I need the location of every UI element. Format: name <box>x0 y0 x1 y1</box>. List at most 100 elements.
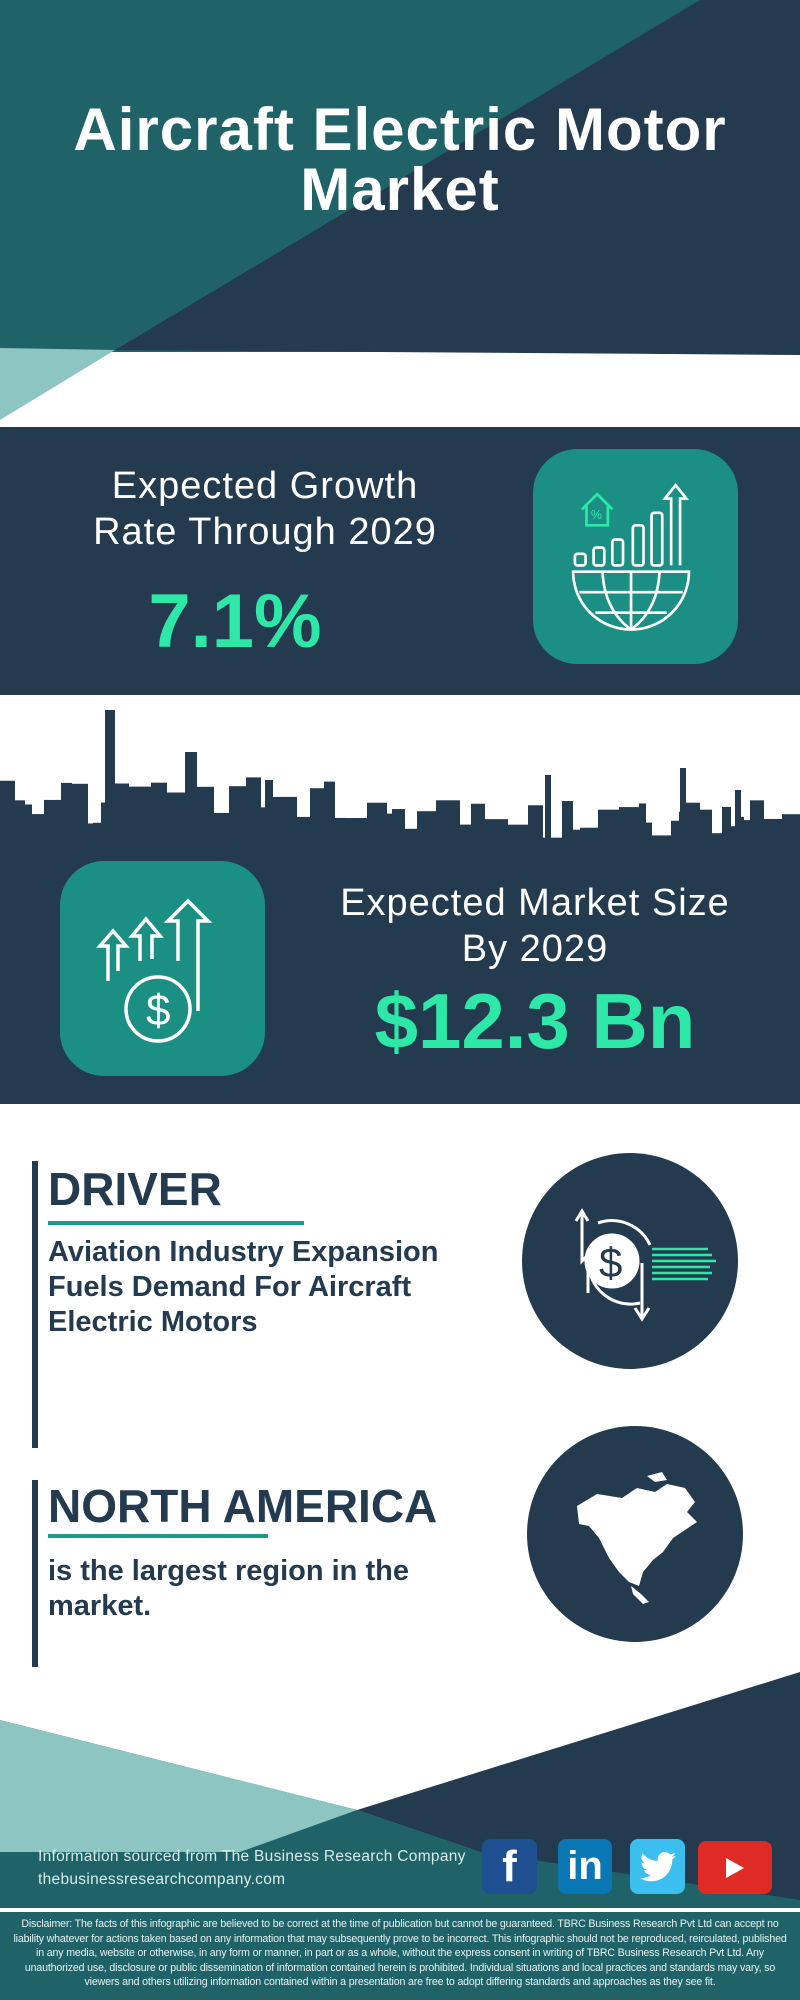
skyline-building <box>246 777 261 845</box>
skyline-building <box>87 823 94 845</box>
skyline-building <box>471 803 485 845</box>
linkedin-icon[interactable]: in <box>558 1839 612 1894</box>
play-glyph <box>726 1857 744 1878</box>
youtube-icon[interactable] <box>698 1841 772 1894</box>
footer-url[interactable]: thebusinessresearchcompany.com <box>38 1871 286 1888</box>
disclaimer-text: Disclaimer: The facts of this infographi… <box>13 1918 787 1988</box>
page-title: Aircraft Electric Motor Market <box>0 100 800 220</box>
city-skyline <box>0 710 800 845</box>
growth-label-line-2: Rate Through 2029 <box>93 511 437 553</box>
driver-icon-circle: $ <box>522 1153 738 1369</box>
skyline-building <box>367 802 387 845</box>
skyline-building <box>671 820 680 845</box>
growth-icon-box: % <box>533 449 738 664</box>
skyline-building <box>730 826 737 845</box>
north-america-map-icon <box>577 1472 697 1604</box>
skyline-building <box>273 796 297 845</box>
svg-text:$: $ <box>146 986 170 1035</box>
driver-accent-bar <box>32 1161 38 1448</box>
region-underline <box>48 1534 268 1538</box>
globe-growth-chart-icon: % <box>571 483 691 631</box>
skyline-building <box>24 804 32 845</box>
region-description: is the largest region in the market. <box>48 1554 468 1624</box>
skyline-building <box>93 822 102 845</box>
market-size-label-line-1: Expected Market Size <box>340 882 730 924</box>
market-size-value: $12.3 Bn <box>374 977 696 1065</box>
twitter-bird-glyph <box>639 1851 676 1881</box>
skyline-building <box>334 817 345 845</box>
region-line: is the largest region in the <box>48 1555 409 1587</box>
skyline-building <box>639 803 646 845</box>
driver-line: Electric Motors <box>48 1306 258 1338</box>
skyline-building <box>151 782 167 845</box>
skyline-tower <box>265 780 273 845</box>
skyline-tower <box>105 710 115 845</box>
skyline-building <box>166 792 186 845</box>
skyline-building <box>213 812 230 845</box>
skyline-building <box>763 818 783 845</box>
footer-source: Information sourced from The Business Re… <box>38 1848 466 1865</box>
skyline-tower <box>545 775 551 845</box>
skyline-building <box>310 788 325 845</box>
skyline-building <box>743 820 751 845</box>
skyline-building <box>44 799 62 845</box>
region-accent-bar <box>32 1480 38 1667</box>
skyline-building <box>71 783 88 845</box>
skyline-building <box>128 786 152 845</box>
region-heading: NORTH AMERICA <box>48 1480 438 1532</box>
skyline-building <box>296 816 311 845</box>
dollar-exchange-icon: $ <box>574 1208 716 1322</box>
skyline-building <box>61 782 72 845</box>
skyline-building <box>192 786 214 845</box>
skyline-building <box>229 786 247 845</box>
twitter-icon[interactable] <box>630 1839 685 1894</box>
skyline-building <box>507 824 529 845</box>
skyline-building <box>750 800 764 845</box>
driver-description: Aviation Industry Expansion Fuels Demand… <box>48 1235 488 1340</box>
skyline-building <box>722 806 731 845</box>
skyline-building <box>598 809 620 845</box>
skyline-tower <box>680 768 686 845</box>
market-size-label: Expected Market Size By 2029 <box>290 880 780 972</box>
driver-line: Aviation Industry Expansion <box>48 1236 439 1268</box>
skyline-building <box>0 780 15 845</box>
title-line-2: Market <box>300 156 500 223</box>
skyline-building <box>699 809 712 845</box>
skyline-building <box>562 801 573 845</box>
region-line: market. <box>48 1590 152 1622</box>
svg-text:$: $ <box>599 1239 622 1286</box>
skyline-building <box>459 824 472 845</box>
facebook-icon[interactable]: f <box>482 1839 537 1894</box>
growth-rate-value: 7.1% <box>148 579 322 664</box>
svg-text:%: % <box>591 508 602 522</box>
skyline-building <box>324 781 335 845</box>
region-icon-circle <box>527 1426 743 1642</box>
growth-label: Expected Growth Rate Through 2029 <box>60 463 470 555</box>
market-size-icon-box: $ <box>60 861 265 1076</box>
header-light-shape <box>0 348 115 420</box>
disclaimer-bg <box>0 1908 800 2000</box>
header-navy-shape <box>115 0 800 355</box>
skyline-building <box>528 805 543 845</box>
skyline-building <box>436 800 460 845</box>
skyline-building <box>572 829 581 845</box>
skyline-building <box>31 814 45 845</box>
skyline-building <box>14 800 25 845</box>
skyline-tower <box>735 790 741 845</box>
driver-underline <box>48 1221 304 1225</box>
skyline-tower <box>185 752 197 845</box>
skyline-building <box>619 807 640 845</box>
skyline-building <box>417 811 437 845</box>
skyline-building <box>782 814 800 845</box>
skyline-building <box>386 813 393 845</box>
driver-line: Fuels Demand For Aircraft <box>48 1271 412 1303</box>
driver-heading: DRIVER <box>48 1163 222 1215</box>
skyline-building <box>685 802 700 845</box>
skyline-building <box>392 809 405 845</box>
skyline-building <box>645 822 652 845</box>
skyline-building <box>711 833 723 845</box>
dollar-arrows-up-icon: $ <box>96 898 213 1043</box>
market-size-label-line-2: By 2029 <box>461 928 609 970</box>
growth-label-line-1: Expected Growth <box>111 465 419 507</box>
